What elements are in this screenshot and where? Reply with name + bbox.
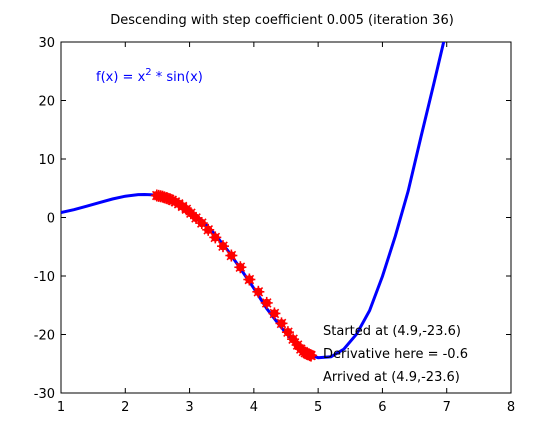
iterate-point bbox=[268, 307, 281, 320]
y-axis: -30 -20 -10 0 10 20 30 bbox=[34, 36, 511, 402]
y-tick-label: 0 bbox=[47, 212, 55, 227]
function-label-exponent: 2 bbox=[145, 67, 151, 78]
annotation-derivative: Derivative here = -0.6 bbox=[323, 347, 468, 362]
y-tick-label: 20 bbox=[38, 95, 55, 110]
iterate-point bbox=[217, 240, 229, 253]
y-tick-label: -10 bbox=[34, 270, 55, 285]
iterate-point bbox=[243, 273, 256, 286]
iterate-point bbox=[275, 317, 288, 330]
plot-area bbox=[60, 41, 512, 394]
function-label-base: f(x) = x bbox=[96, 70, 146, 85]
function-label: f(x) = x2 * sin(x) bbox=[96, 67, 203, 85]
x-tick-label: 5 bbox=[314, 400, 322, 415]
iterate-point bbox=[281, 326, 294, 339]
x-axis: 1 2 3 4 5 6 7 8 bbox=[57, 42, 515, 415]
x-tick-label: 8 bbox=[507, 400, 515, 415]
iterate-point bbox=[305, 349, 318, 362]
x-tick-label: 1 bbox=[57, 400, 65, 415]
iterate-point bbox=[260, 296, 273, 309]
x-tick-label: 4 bbox=[250, 400, 258, 415]
y-tick-label: -30 bbox=[34, 387, 55, 402]
y-tick-label: 10 bbox=[38, 153, 55, 168]
descent-iterates bbox=[150, 189, 318, 362]
iterate-point bbox=[225, 249, 238, 262]
x-tick-label: 6 bbox=[378, 400, 386, 415]
y-tick-label: -20 bbox=[34, 329, 55, 344]
chart-title: Descending with step coefficient 0.005 (… bbox=[110, 13, 454, 28]
function-label-rest: * sin(x) bbox=[152, 70, 203, 85]
y-tick-label: 30 bbox=[38, 36, 55, 51]
x-tick-label: 2 bbox=[121, 400, 129, 415]
x-tick-label: 3 bbox=[185, 400, 193, 415]
annotation-arrived: Arrived at (4.9,-23.6) bbox=[323, 370, 460, 385]
iterate-point bbox=[209, 231, 222, 244]
iterate-point bbox=[234, 261, 247, 274]
x-tick-label: 7 bbox=[443, 400, 451, 415]
iterate-point bbox=[252, 285, 265, 298]
annotation-started: Started at (4.9,-23.6) bbox=[323, 324, 461, 339]
iterate-point bbox=[202, 223, 215, 236]
